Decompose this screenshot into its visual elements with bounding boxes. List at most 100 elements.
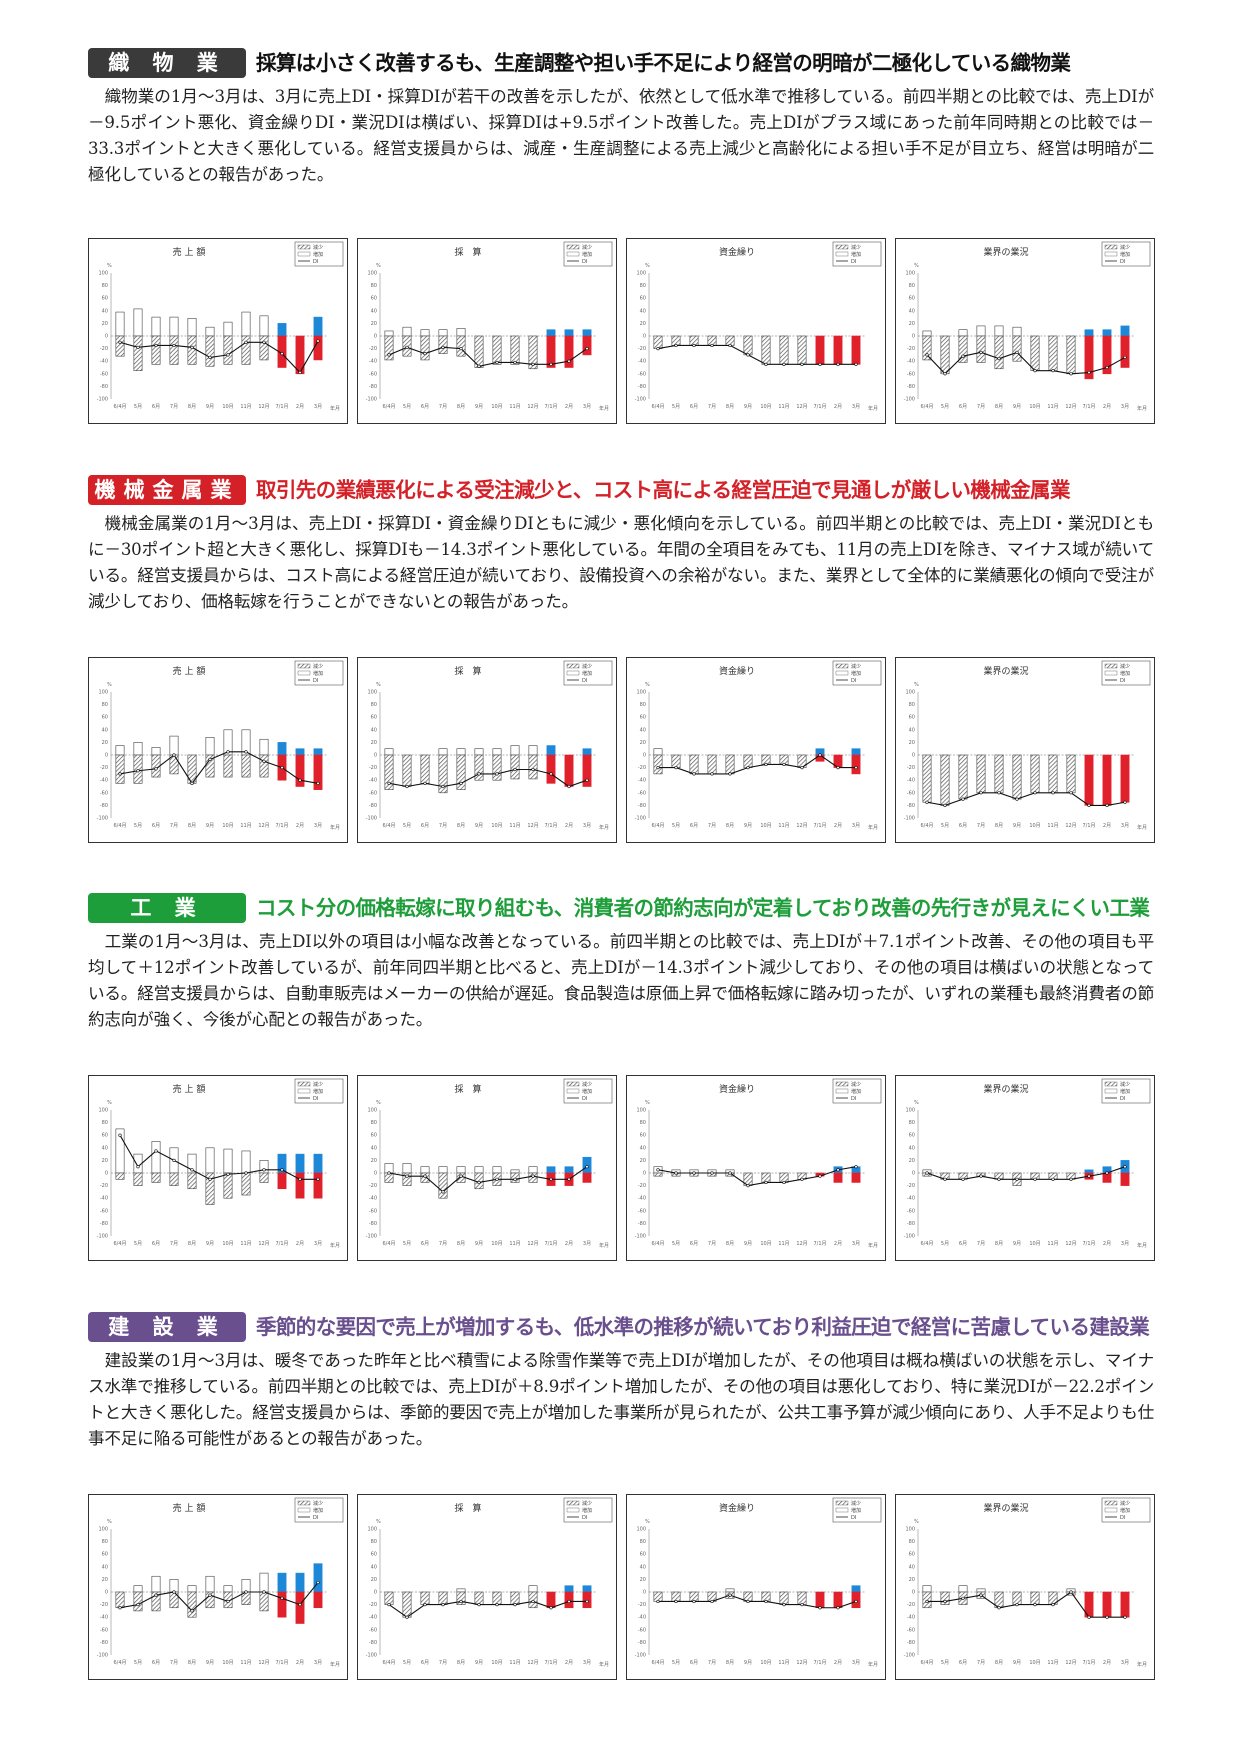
x-tick-label: 7/1月 bbox=[1082, 404, 1095, 410]
x-tick-label: 8月 bbox=[995, 823, 1003, 829]
di-point bbox=[387, 1602, 391, 1607]
y-tick-label: 40 bbox=[640, 1564, 646, 1570]
decrease-bar bbox=[205, 1591, 215, 1609]
increase-bar bbox=[151, 1141, 161, 1174]
x-tick-label: 2月 bbox=[1103, 404, 1111, 410]
x-tick-label: 9月 bbox=[206, 1241, 214, 1247]
y-unit: % bbox=[645, 263, 650, 269]
di-point bbox=[728, 1593, 732, 1597]
x-unit: 年月 bbox=[330, 405, 340, 412]
increase-bar bbox=[223, 1585, 233, 1593]
section-construction: 建 設 業 季節的な要因で売上が増加するも、低水準の推移が続いており利益圧迫で経… bbox=[88, 1310, 1154, 1452]
decrease-bar bbox=[492, 1591, 502, 1605]
y-tick-label: 100 bbox=[636, 690, 646, 696]
y-tick-label: -60 bbox=[907, 790, 915, 796]
di-chart: 業界の業況 減少 増加 DI% 100 80 60 40 20 0 -20 -40 -60 -80 -100… bbox=[895, 657, 1155, 843]
x-unit: 年月 bbox=[599, 824, 609, 831]
decrease-bar bbox=[295, 1172, 305, 1199]
di-point bbox=[961, 1596, 965, 1600]
x-tick-label: 8月 bbox=[188, 1241, 196, 1247]
y-tick-label: 40 bbox=[909, 308, 915, 314]
decrease-bar bbox=[689, 754, 699, 775]
x-tick-label: 3月 bbox=[1121, 404, 1129, 410]
decrease-bar bbox=[815, 1591, 825, 1609]
legend-label: 減少 bbox=[313, 663, 323, 670]
di-point bbox=[531, 362, 535, 366]
x-tick-label: 6/4月 bbox=[382, 404, 395, 410]
y-tick-label: -80 bbox=[369, 1640, 377, 1646]
x-tick-label: 3月 bbox=[1121, 1241, 1129, 1247]
di-point bbox=[459, 346, 463, 351]
legend-swatch-increase bbox=[1104, 1507, 1118, 1513]
di-point bbox=[710, 772, 714, 776]
increase-bar bbox=[456, 1588, 466, 1593]
di-point bbox=[782, 1602, 786, 1607]
y-tick-label: -100 bbox=[635, 816, 646, 822]
increase-bar bbox=[223, 321, 233, 337]
x-tick-label: 9月 bbox=[475, 1660, 483, 1666]
di-point bbox=[190, 345, 194, 349]
x-unit: 年月 bbox=[1137, 1661, 1147, 1668]
di-point bbox=[459, 1174, 463, 1178]
x-tick-label: 2月 bbox=[1103, 1660, 1111, 1666]
increase-bar bbox=[922, 330, 932, 337]
y-tick-label: -40 bbox=[100, 359, 108, 365]
x-tick-label: 12月 bbox=[1065, 1241, 1076, 1247]
x-tick-label: 11月 bbox=[778, 1241, 789, 1247]
y-unit: % bbox=[376, 1519, 381, 1525]
x-tick-label: 8月 bbox=[457, 823, 465, 829]
y-unit: % bbox=[645, 1519, 650, 1525]
x-tick-label: 12月 bbox=[1065, 404, 1076, 410]
x-tick-label: 11月 bbox=[509, 1660, 520, 1666]
x-tick-label: 7/1月 bbox=[813, 1660, 826, 1666]
y-tick-label: 20 bbox=[909, 740, 915, 746]
x-tick-label: 6月 bbox=[690, 1660, 698, 1666]
chart-title: 業界の業況 bbox=[983, 665, 1028, 677]
section-headline: 季節的な要因で売上が増加するも、低水準の推移が続いており利益圧迫で経営に苦慮して… bbox=[256, 1315, 1150, 1339]
di-point bbox=[1105, 365, 1109, 370]
decrease-bar bbox=[277, 1591, 287, 1618]
x-tick-label: 12月 bbox=[527, 404, 538, 410]
y-tick-label: 60 bbox=[371, 296, 377, 302]
legend-label: 増加 bbox=[582, 251, 592, 258]
di-point bbox=[405, 1615, 409, 1619]
increase-bar bbox=[851, 748, 861, 756]
increase-bar bbox=[976, 325, 986, 337]
x-tick-label: 6月 bbox=[421, 404, 429, 410]
legend-label: 増加 bbox=[851, 1088, 861, 1095]
x-tick-label: 7/1月 bbox=[544, 823, 557, 829]
legend-swatch-decrease bbox=[566, 663, 580, 669]
x-tick-label: 2月 bbox=[565, 1241, 573, 1247]
decrease-bar bbox=[1012, 1591, 1022, 1605]
di-point bbox=[154, 1149, 158, 1153]
y-tick-label: -20 bbox=[369, 1602, 377, 1608]
decrease-bar bbox=[743, 335, 753, 356]
x-tick-label: 7月 bbox=[170, 823, 178, 829]
di-chart: 売 上 額 減少 増加 DI% 100 80 60 40 20 0 -20 -40 -60 -80 -100… bbox=[88, 1494, 348, 1680]
section-header: 織 物 業 採算は小さく改善するも、生産調整や担い手不足により経営の明暗が二極化… bbox=[88, 46, 1154, 80]
increase-bar bbox=[1084, 329, 1094, 337]
y-tick-label: 40 bbox=[640, 727, 646, 733]
di-line bbox=[658, 754, 856, 775]
y-tick-label: 20 bbox=[640, 740, 646, 746]
increase-bar bbox=[438, 1166, 448, 1174]
decrease-bar bbox=[277, 1172, 287, 1190]
x-tick-label: 6月 bbox=[690, 1241, 698, 1247]
increase-bar bbox=[313, 748, 323, 756]
legend-label: DI bbox=[313, 1096, 318, 1102]
di-point bbox=[208, 1177, 212, 1181]
y-tick-label: 40 bbox=[371, 727, 377, 733]
section-industry: 工 業 コスト分の価格転嫁に取り組むも、消費者の節約志向が定着しており改善の先行… bbox=[88, 891, 1154, 1033]
y-tick-label: -80 bbox=[907, 384, 915, 390]
x-tick-label: 12月 bbox=[258, 404, 269, 410]
di-point bbox=[782, 362, 786, 366]
y-tick-label: 80 bbox=[909, 1539, 915, 1545]
di-point bbox=[800, 765, 804, 770]
y-tick-label: -20 bbox=[638, 346, 646, 352]
di-point bbox=[477, 364, 481, 368]
di-chart: 売 上 額 減少 増加 DI% 100 80 60 40 20 0 -20 -40 -60 -80 -100… bbox=[88, 657, 348, 843]
chart-title: 売 上 額 bbox=[173, 1502, 206, 1514]
di-point bbox=[656, 1168, 660, 1172]
